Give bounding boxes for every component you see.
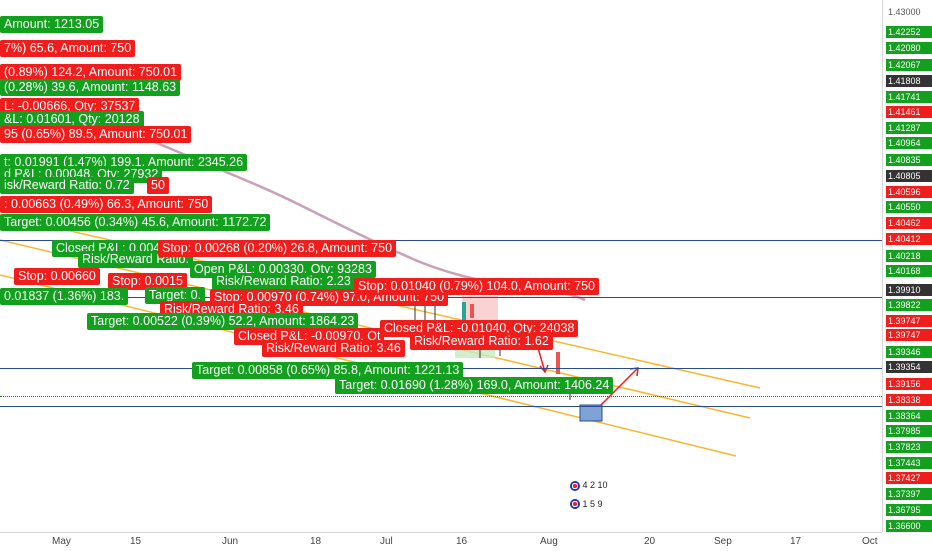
trade-label: &L: 0.01601, Qty: 20128 bbox=[0, 111, 144, 128]
price-label: 1.40596 bbox=[886, 186, 932, 198]
time-label: Sep bbox=[714, 536, 732, 547]
price-label: 1.40168 bbox=[886, 265, 932, 277]
trade-label: Target: 0.01690 (1.28%) 169.0, Amount: 1… bbox=[335, 377, 614, 394]
trade-label: Stop: 0.00660 bbox=[14, 268, 100, 285]
trade-label: 0.01837 (1.36%) 183. bbox=[0, 288, 129, 305]
selected-box bbox=[579, 404, 603, 422]
price-label: 1.42080 bbox=[886, 42, 932, 54]
price-label: 1.40218 bbox=[886, 250, 932, 262]
price-label: 1.40550 bbox=[886, 201, 932, 213]
price-label: 1.36600 bbox=[886, 520, 932, 532]
price-label: 1.37823 bbox=[886, 441, 932, 453]
price-label: 1.41461 bbox=[886, 106, 932, 118]
price-label: 1.41741 bbox=[886, 91, 932, 103]
price-label: 1.42252 bbox=[886, 26, 932, 38]
time-label: Jun bbox=[222, 536, 239, 547]
price-label: 1.37985 bbox=[886, 425, 932, 437]
time-label: Oct bbox=[862, 536, 878, 547]
trade-label: 7%) 65.6, Amount: 750 bbox=[0, 40, 136, 57]
trade-label: L: -0.00666, Qty: 37537 bbox=[0, 98, 140, 115]
price-label: 1.42067 bbox=[886, 59, 932, 71]
price-label: 1.40462 bbox=[886, 217, 932, 229]
trade-label: Target: 0.00522 (0.39%) 52.2, Amount: 18… bbox=[87, 313, 359, 330]
price-label: 1.37427 bbox=[886, 472, 932, 484]
price-label: 1.41808 bbox=[886, 75, 932, 87]
price-label: 1.36795 bbox=[886, 504, 932, 516]
trade-label: 95 (0.65%) 89.5, Amount: 750.01 bbox=[0, 126, 192, 143]
time-label: 17 bbox=[790, 536, 802, 547]
trade-label: isk/Reward Ratio: 0.72 bbox=[0, 177, 134, 194]
trade-label: (0.89%) 124.2, Amount: 750.01 bbox=[0, 64, 182, 81]
price-label: 1.39747 bbox=[886, 329, 932, 341]
price-label: 1.43000 bbox=[888, 7, 921, 17]
trade-label: Risk/Reward Ratio: 3.46 bbox=[262, 340, 405, 357]
price-label: 1.40412 bbox=[886, 233, 932, 245]
time-label: Aug bbox=[540, 536, 558, 547]
trade-label: Stop: 0.01040 (0.79%) 104.0, Amount: 750 bbox=[354, 278, 599, 295]
trade-label: Target: 0.00456 (0.34%) 45.6, Amount: 11… bbox=[0, 214, 271, 231]
price-label: 1.39354 bbox=[886, 361, 932, 373]
price-label: 1.40835 bbox=[886, 154, 932, 166]
economic-events[interactable]: 4 2 10 1 5 9 bbox=[570, 480, 620, 510]
trade-label: : 0.00663 (0.49%) 66.3, Amount: 750 bbox=[0, 196, 213, 213]
trade-label: Closed P&L: -0.01040, Qty: 24038 bbox=[380, 320, 579, 337]
price-label: 1.38338 bbox=[886, 394, 932, 406]
price-label: 1.41287 bbox=[886, 122, 932, 134]
horizontal-line-4[interactable] bbox=[0, 406, 882, 407]
trade-label: Amount: 1213.05 bbox=[0, 16, 104, 33]
price-label: 1.39156 bbox=[886, 378, 932, 390]
events-top: 4 2 10 bbox=[582, 480, 608, 490]
time-label: 18 bbox=[310, 536, 322, 547]
events-bottom: 1 5 9 bbox=[582, 498, 603, 509]
price-label: 1.39910 bbox=[886, 284, 932, 296]
price-label: 1.39822 bbox=[886, 299, 932, 311]
trade-label: Target: 0.00858 (0.65%) 85.8, Amount: 12… bbox=[192, 362, 464, 379]
chart-pane[interactable]: Amount: 1213.05 7%) 65.6, Amount: 750 (0.8… bbox=[0, 0, 882, 532]
flag-icon bbox=[570, 499, 580, 510]
price-label: 1.40964 bbox=[886, 137, 932, 149]
dotted-line bbox=[0, 396, 882, 397]
trade-label: 50 bbox=[147, 177, 169, 194]
price-label: 1.39747 bbox=[886, 315, 932, 327]
trade-label: Risk/Reward Ratio: 2.23 bbox=[212, 273, 355, 290]
price-label: 1.37397 bbox=[886, 488, 932, 500]
flag-icon bbox=[570, 480, 580, 491]
price-label: 1.39346 bbox=[886, 346, 932, 358]
time-label: 16 bbox=[456, 536, 468, 547]
trade-label: (0.28%) 39.6, Amount: 1148.63 bbox=[0, 79, 181, 96]
price-label: 1.38364 bbox=[886, 410, 932, 422]
horizontal-line-1[interactable] bbox=[0, 240, 882, 241]
time-label: May bbox=[52, 536, 71, 547]
price-axis[interactable]: 1.43000 1.42252 1.42080 1.42067 1.41808 1.417… bbox=[882, 0, 932, 532]
trade-label: Stop: 0.00268 (0.20%) 26.8, Amount: 750 bbox=[158, 240, 397, 257]
trade-label: Risk/Reward Ratio: 1.62 bbox=[410, 333, 553, 350]
time-label: Jul bbox=[380, 536, 393, 547]
time-label: 20 bbox=[644, 536, 656, 547]
time-axis[interactable]: May 15 Jun 18 Jul 16 Aug 20 Sep 17 Oct bbox=[0, 532, 882, 551]
time-label: 15 bbox=[130, 536, 142, 547]
trade-label: Target: 0. bbox=[145, 287, 206, 304]
price-label: 1.40805 bbox=[886, 170, 932, 182]
loss-zone bbox=[462, 296, 498, 322]
price-label: 1.37443 bbox=[886, 457, 932, 469]
trade-label: Stop: 0.0015 bbox=[108, 273, 187, 290]
